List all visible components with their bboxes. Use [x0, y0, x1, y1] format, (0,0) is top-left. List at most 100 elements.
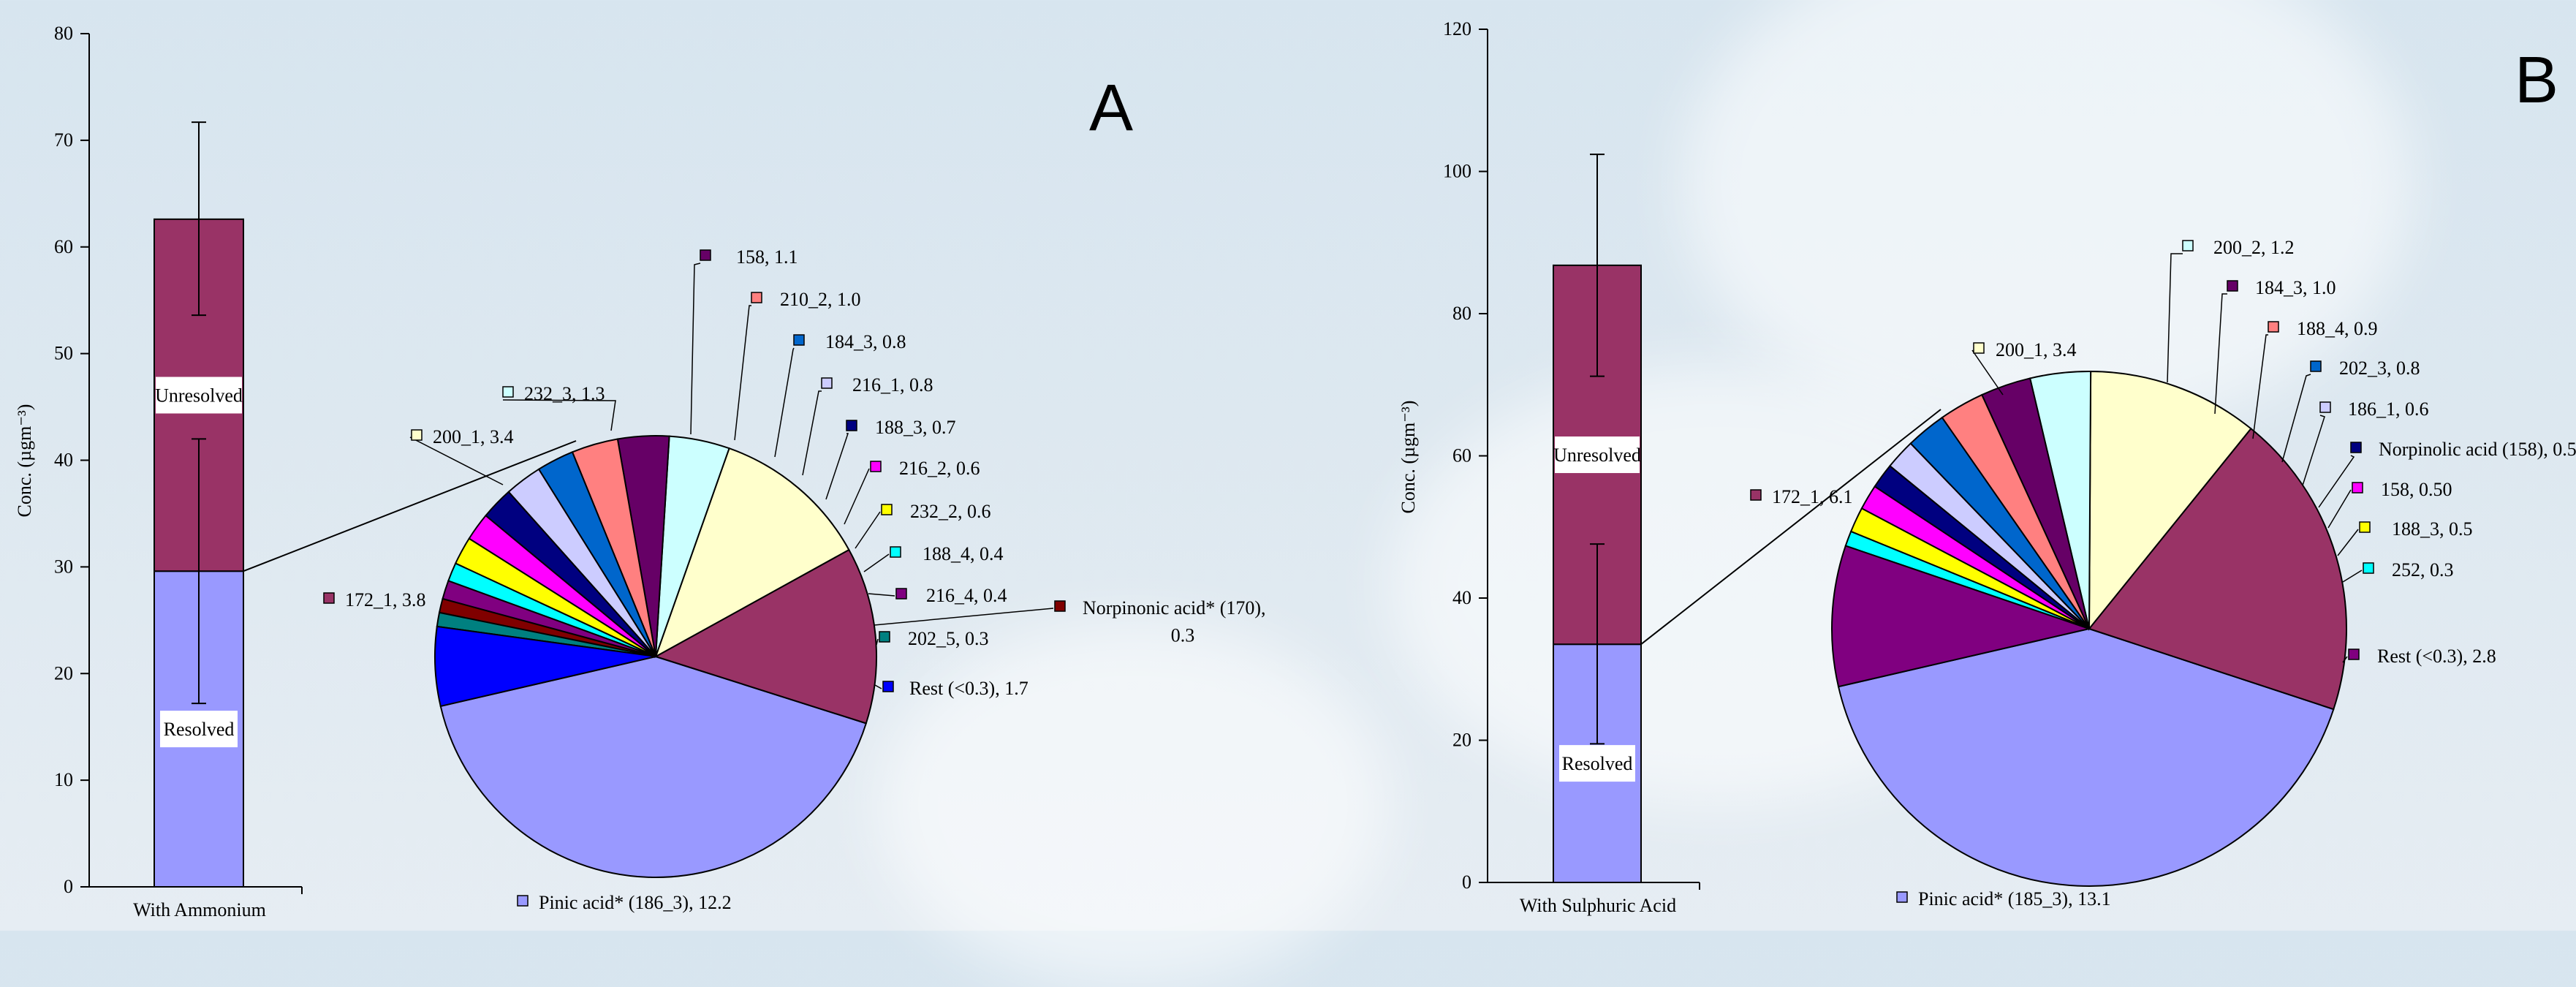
legend-swatch: [517, 895, 529, 907]
legend-swatch: [700, 249, 711, 261]
pie-slice-label: 210_2, 1.0: [780, 289, 861, 310]
legend-swatch: [2182, 240, 2194, 252]
pie-slice-label: 188_3, 0.7: [875, 417, 956, 438]
legend-swatch: [411, 429, 423, 441]
pie-slice-label: 188_4, 0.4: [923, 543, 1004, 564]
bar-label-unresolved: Unresolved: [155, 385, 243, 406]
leader-line: [2214, 293, 2227, 415]
y-tick-label: 30: [54, 556, 73, 577]
leader-line: [2281, 374, 2311, 463]
y-tick-label: 40: [54, 450, 73, 471]
y-tick-label: 100: [1443, 161, 1471, 182]
pie-slice-label: 188_4, 0.9: [2297, 318, 2378, 339]
legend-swatch: [895, 588, 907, 600]
pie-slice-label: 216_2, 0.6: [899, 458, 980, 479]
pie-slice-label: 186_1, 0.6: [2348, 398, 2429, 420]
figure-canvas: 0 10 20 30 40 50 60 70 80 With Ammonium Conc. (µgm…: [14, 18, 2576, 920]
bar-label-bg: [1555, 436, 1640, 474]
cloud-decoration: [877, 621, 1389, 987]
leader-line: [1971, 349, 2004, 396]
pie-slice-label: 172_1, 6.1: [1772, 486, 1853, 507]
leader-line: [2302, 415, 2325, 486]
leader-line: [734, 305, 751, 441]
pie-slice: [2088, 370, 2252, 631]
legend-swatch: [881, 504, 893, 515]
bar-label-bg: [156, 377, 242, 414]
y-tick-label: 60: [54, 236, 73, 257]
legend-swatch: [2352, 482, 2363, 494]
leader-line: [825, 433, 849, 500]
cloud-decoration: [1681, 0, 2412, 439]
y-tick-label: 120: [1443, 18, 1471, 39]
leader-line: [868, 593, 895, 597]
connector-line: [1640, 409, 1942, 645]
pie-slice-label: 202_3, 0.8: [2339, 358, 2420, 379]
leader-line: [502, 399, 616, 431]
pie-slice-label: 252, 0.3: [2392, 559, 2454, 581]
chart-panel-a: 0 10 20 30 40 50 60 70 80 With Ammonium Conc. (µgm…: [14, 23, 1266, 920]
legend-swatch: [2319, 401, 2331, 413]
pie-slice-label: Rest (<0.3), 2.8: [2377, 646, 2496, 667]
pie-slice-label: 200_1, 3.4: [1996, 339, 2077, 360]
y-tick-label: 50: [54, 343, 73, 364]
pie-slice-label: 232_2, 0.6: [910, 501, 991, 522]
pie-slice-label: 184_3, 1.0: [2255, 277, 2336, 298]
legend-swatch: [2310, 360, 2322, 372]
y-tick-label: 20: [1452, 730, 1471, 751]
bar-label-bg: [1559, 745, 1635, 782]
leader-line: [2252, 334, 2268, 439]
pie-slice-label: 202_5, 0.3: [908, 628, 989, 649]
legend-swatch: [882, 681, 894, 692]
legend-swatch: [879, 631, 890, 643]
chart-panel-b: 0 20 40 60 80 100 120 With Sulphuric Acid Conc. …: [1398, 18, 2576, 916]
leader-line: [2167, 253, 2183, 383]
legend-swatch: [323, 592, 335, 604]
bar-label-resolved: Resolved: [164, 719, 235, 740]
legend-swatch: [2348, 648, 2360, 660]
pie-slice-label: Norpinonic acid* (170), 0.3: [1083, 597, 1266, 646]
pie-slice-label: 184_3, 0.8: [825, 331, 906, 352]
y-tick-label: 80: [54, 23, 73, 44]
leader-line: [874, 608, 1054, 626]
legend-swatch: [2350, 442, 2362, 453]
panel-letter: B: [2515, 44, 2558, 117]
legend-swatch: [870, 461, 882, 472]
pie-slice-label: 200_2, 1.2: [2213, 237, 2295, 258]
pie-slice-label: 158, 0.50: [2381, 479, 2452, 500]
leader-line: [774, 347, 795, 458]
pie-slice: [1831, 545, 2092, 688]
leader-line: [2327, 489, 2352, 529]
pie-slice: [2088, 427, 2347, 711]
bar-label-resolved: Resolved: [1562, 753, 1633, 774]
leader-line: [802, 390, 822, 476]
pie-slice-label: 216_4, 0.4: [926, 585, 1007, 606]
leader-line: [855, 511, 881, 549]
legend-swatch: [751, 292, 762, 303]
leader-line: [844, 468, 870, 525]
bar-label-unresolved: Unresolved: [1553, 445, 1641, 466]
x-category-label: With Sulphuric Acid: [1520, 895, 1676, 916]
leader-line: [874, 684, 882, 689]
legend-swatch: [2363, 562, 2374, 574]
leader-line: [2318, 455, 2355, 508]
y-tick-label: 20: [54, 662, 73, 684]
y-tick-label: 0: [64, 876, 73, 897]
legend-swatch: [793, 334, 805, 346]
pie-slice-label: 172_1, 3.8: [345, 589, 426, 610]
pie-slice: [1837, 627, 2335, 887]
legend-swatch: [2359, 521, 2371, 533]
legend-swatch: [2227, 280, 2238, 292]
pie-slice: [434, 625, 656, 708]
legend-swatch: [846, 420, 857, 431]
leader-line: [690, 262, 701, 435]
pie-slice: [654, 447, 850, 659]
y-tick-label: 80: [1452, 303, 1471, 324]
leader-line: [2342, 570, 2363, 583]
y-tick-label: 60: [1452, 445, 1471, 466]
pie-slice-label: 200_1, 3.4: [433, 426, 514, 447]
legend-swatch: [1054, 600, 1066, 612]
legend-swatch: [1750, 489, 1762, 501]
pie-slice-label: Pinic acid* (185_3), 13.1: [1918, 888, 2111, 910]
leader-line: [2342, 656, 2348, 663]
pie-slice-label: Rest (<0.3), 1.7: [909, 678, 1028, 699]
